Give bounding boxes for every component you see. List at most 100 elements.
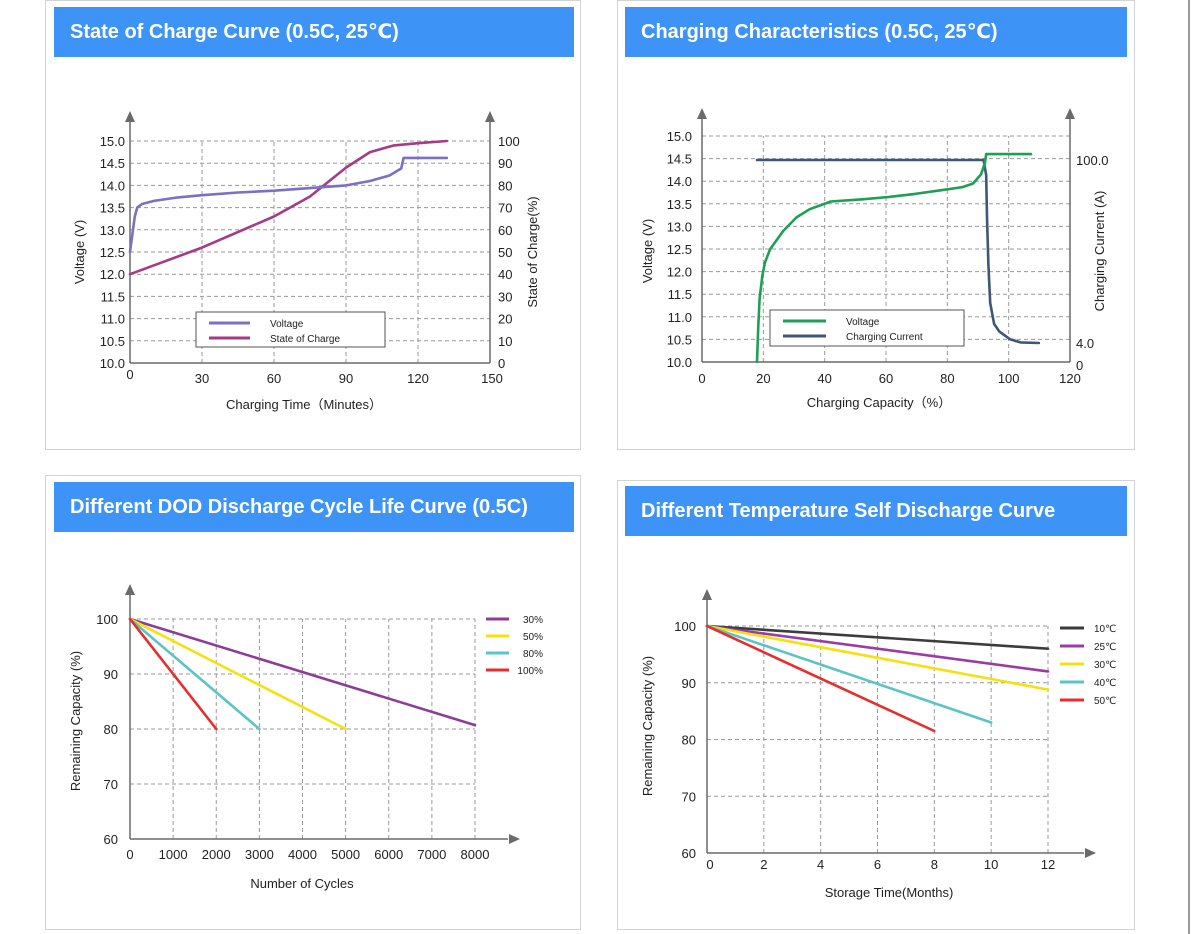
legend-label: Charging Current [846, 332, 923, 343]
x-tick-label: 60 [879, 371, 893, 386]
y2-axis-label: State of Charge(%) [525, 196, 540, 307]
y-tick-label: 13.5 [667, 197, 692, 212]
y-tick-label: 11.5 [101, 289, 125, 304]
y-tick-label: 13.0 [667, 219, 692, 234]
y-tick-label: 70 [682, 789, 696, 804]
y2-tick-label: 40 [498, 267, 512, 282]
x-axis-label: Number of Cycles [250, 876, 354, 891]
y-tick-label: 11.5 [668, 287, 692, 302]
y-tick-label: 80 [104, 722, 118, 737]
y-tick-label: 12.0 [100, 267, 125, 282]
y2-tick-label: 10 [498, 334, 512, 349]
x-tick-label: 10 [984, 857, 998, 872]
y-axis-left-arrow [125, 111, 135, 122]
y-axis-label: Voltage (V) [72, 220, 87, 284]
y-tick-label: 14.5 [100, 156, 125, 171]
series-line-temperature [705, 624, 1050, 650]
y2-tick-label: 50 [498, 245, 512, 260]
y-tick-label: 13.0 [100, 223, 125, 238]
x-tick-label: 100 [998, 371, 1020, 386]
x-axis-arrow [509, 834, 520, 844]
charging-chart: 10.0 10.5 11.0 11.5 12.0 12.5 13.0 13.5 14.0 14.5… [640, 108, 1109, 410]
x-axis-label: Charging Capacity（%） [807, 395, 952, 410]
y-axis-right-arrow [1065, 108, 1075, 119]
dod-chart-title: Different DOD Discharge Cycle Life Curve… [54, 482, 574, 532]
y-tick-label: 14.0 [667, 174, 692, 189]
legend-label: 25℃ [1094, 642, 1116, 653]
x-tick-label: 4 [817, 857, 824, 872]
self-discharge-chart-title: Different Temperature Self Discharge Cur… [625, 486, 1127, 536]
y-tick-label: 60 [682, 846, 696, 861]
y2-tick-label: 100 [498, 134, 520, 149]
x-tick-label: 12 [1041, 857, 1055, 872]
y-tick-label: 10.0 [100, 356, 125, 371]
y-tick-label: 100 [96, 612, 118, 627]
x-tick-label: 60 [267, 371, 281, 386]
y-axis-label: Voltage (V) [640, 219, 655, 283]
series-line-dod [128, 617, 347, 731]
x-tick-label: 8 [931, 857, 938, 872]
y-tick-label: 14.5 [667, 152, 692, 167]
y2-tick-label: 20 [498, 312, 512, 327]
legend-box [195, 311, 386, 348]
y-tick-label: 15.0 [667, 129, 692, 144]
soc-chart-title: State of Charge Curve (0.5C, 25℃) [54, 7, 574, 57]
y-tick-label: 11.0 [668, 310, 692, 325]
x-tick-label: 0 [126, 847, 133, 862]
legend-label: Voltage [270, 319, 304, 330]
y-tick-label: 12.5 [100, 245, 125, 260]
legend-label: 50℃ [1094, 696, 1116, 707]
series-line-temperature [705, 624, 936, 733]
y-tick-label: 11.0 [101, 312, 125, 327]
legend-label: 80% [523, 649, 543, 660]
charging-chart-title: Charging Characteristics (0.5C, 25℃) [625, 7, 1127, 57]
x-tick-label: 0 [698, 371, 705, 386]
series-line-temperature [705, 624, 1050, 673]
legend-label: 50% [523, 632, 543, 643]
x-tick-label: 1000 [159, 847, 188, 862]
x-tick-label: 40 [817, 371, 831, 386]
series-line-dod [128, 617, 218, 731]
y-axis-arrow [125, 584, 135, 595]
x-axis-arrow [1085, 848, 1096, 858]
legend-label: 10℃ [1094, 624, 1116, 635]
y-tick-label: 100 [674, 619, 696, 634]
x-tick-label: 0 [126, 367, 133, 382]
y-tick-label: 90 [682, 676, 696, 691]
legend-label: 40℃ [1094, 678, 1116, 689]
y-axis-label: Remaining Capacity (%) [68, 651, 83, 791]
x-tick-label: 3000 [245, 847, 274, 862]
x-tick-label: 80 [940, 371, 954, 386]
x-tick-label: 30 [195, 371, 209, 386]
y-axis-label: Remaining Capacity (%) [640, 656, 655, 796]
x-tick-label: 7000 [417, 847, 446, 862]
x-tick-label: 150 [481, 371, 503, 386]
x-tick-label: 5000 [331, 847, 360, 862]
y-axis-left-arrow [697, 108, 707, 119]
x-tick-label: 2000 [202, 847, 231, 862]
dod-panel: Different DOD Discharge Cycle Life Curve… [45, 475, 581, 930]
legend-label: State of Charge [270, 334, 340, 345]
y-tick-label: 10.5 [100, 334, 125, 349]
x-tick-label: 2 [760, 857, 767, 872]
y-tick-label: 70 [104, 777, 118, 792]
y-tick-label: 12.5 [667, 242, 692, 257]
series-line-temperature [705, 624, 993, 724]
scrollbar-edge [1188, 0, 1190, 934]
x-tick-label: 120 [407, 371, 429, 386]
x-tick-label: 120 [1059, 371, 1081, 386]
y2-tick-label: 30 [498, 289, 512, 304]
y2-tick-label: 90 [498, 156, 512, 171]
series-line-dod [128, 617, 477, 727]
x-axis-label: Charging Time（Minutes） [226, 397, 382, 412]
y2-tick-label: 60 [498, 223, 512, 238]
x-tick-label: 90 [339, 371, 353, 386]
y-tick-label: 12.0 [667, 265, 692, 280]
y2-tick-label: 0 [1076, 358, 1083, 373]
soc-chart: 10.0 10.5 11.0 11.5 12.0 12.5 13.0 13.5 14.0 14.5… [72, 111, 540, 412]
y2-tick-label: 0 [498, 356, 505, 371]
y2-tick-label: 4.0 [1076, 336, 1094, 351]
charging-panel: Charging Characteristics (0.5C, 25℃) 10.… [617, 0, 1135, 450]
x-tick-label: 4000 [288, 847, 317, 862]
legend-box [769, 309, 965, 347]
